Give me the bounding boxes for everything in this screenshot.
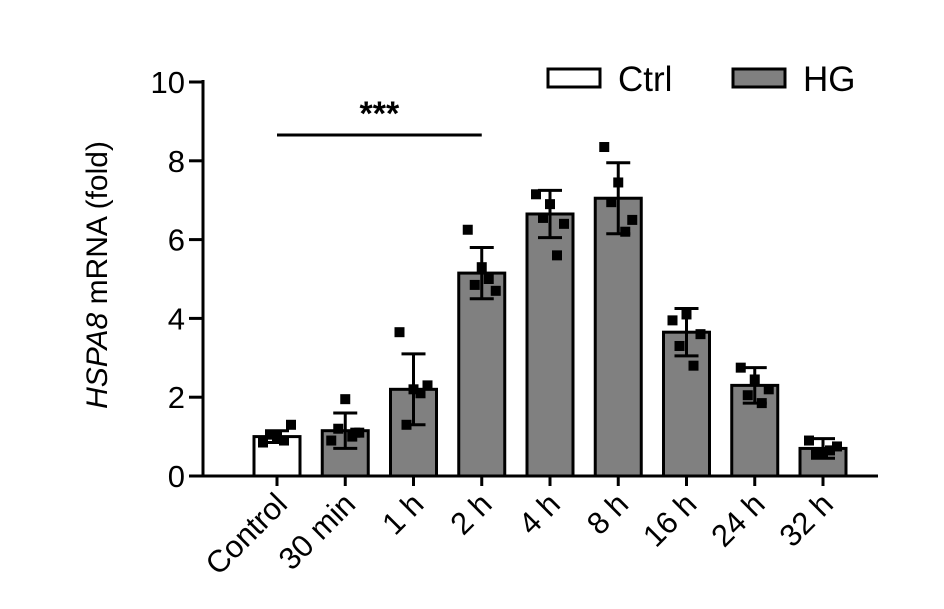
data-point-8-4 [825,445,835,456]
data-point-6-0 [667,315,678,326]
x-tick-label-2: 1 h [375,486,430,541]
data-point-2-4 [415,388,426,399]
data-point-7-0 [735,362,746,373]
data-point-7-4 [756,398,767,409]
x-tick-label-6: 16 h [636,486,703,553]
chart-bars [252,196,848,478]
data-point-0-2 [286,419,296,430]
data-point-4-2 [559,218,569,229]
data-point-0-1 [272,431,282,442]
data-point-3-4 [483,274,494,284]
data-point-3-3 [469,279,480,290]
data-point-0-4 [279,435,289,446]
y-axis-label: HSPA8 mRNA (fold) [81,141,114,409]
data-point-5-4 [620,226,631,237]
x-tick-label-5: 8 h [580,486,635,541]
data-point-6-2 [695,329,706,340]
legend-swatch-ctrl [546,67,602,89]
data-point-4-4 [552,250,562,261]
data-point-0-3 [265,429,275,440]
data-point-8-3 [811,449,821,460]
data-point-5-2 [627,214,638,225]
data-point-1-5 [350,427,361,438]
chart-legend: Ctrl HG [546,60,856,99]
y-tick-label-4: 4 [168,301,185,336]
x-tick-label-3: 2 h [443,486,498,541]
data-point-4-0 [531,189,541,200]
data-point-7-1 [749,374,760,385]
data-point-1-3 [333,423,344,434]
x-tick-label-4: 4 h [512,486,567,541]
data-point-6-1 [681,309,692,320]
data-point-5-3 [606,197,617,208]
data-point-1-1 [340,394,351,405]
chart-data-points [258,142,842,460]
x-tick-label-7: 24 h [704,486,771,553]
bar-5 [593,196,643,478]
data-point-2-1 [408,384,419,395]
data-point-2-3 [401,419,412,430]
bar-4 [525,212,575,478]
data-point-5-1 [613,177,624,188]
data-point-3-2 [490,285,501,296]
data-point-8-2 [832,441,842,452]
x-tick-label-8: 32 h [773,486,840,553]
x-tick-label-0: Control [199,486,294,581]
y-tick-label-2: 2 [168,380,185,415]
data-point-4-1 [545,199,555,210]
data-point-2-0 [394,327,405,338]
y-axis-label-rest: mRNA (fold) [81,141,114,313]
legend-label-ctrl: Ctrl [618,60,672,99]
y-tick-label-6: 6 [168,223,185,258]
y-tick-label-8: 8 [168,144,185,179]
bar-3 [457,271,507,478]
significance-annotation: *** [277,95,482,137]
significance-stars: *** [360,95,400,133]
data-point-3-1 [476,262,487,273]
x-tick-label-1: 30 min [272,486,363,577]
y-axis-label-italic: HSPA8 [81,312,114,408]
data-point-8-0 [804,435,814,446]
data-point-7-2 [763,384,774,395]
data-point-7-3 [742,390,753,401]
data-point-2-2 [422,380,433,391]
data-point-0-0 [258,437,268,448]
data-point-8-1 [818,447,828,458]
data-point-5-0 [599,142,610,153]
y-tick-label-0: 0 [168,459,185,494]
data-point-1-0 [326,435,337,446]
legend-swatch-hg [731,67,787,89]
y-tick-label-10: 10 [151,65,185,100]
data-point-6-4 [688,360,699,371]
data-point-3-0 [462,224,473,235]
data-point-6-3 [674,340,685,351]
legend-label-hg: HG [803,60,856,99]
data-point-4-3 [538,212,548,223]
